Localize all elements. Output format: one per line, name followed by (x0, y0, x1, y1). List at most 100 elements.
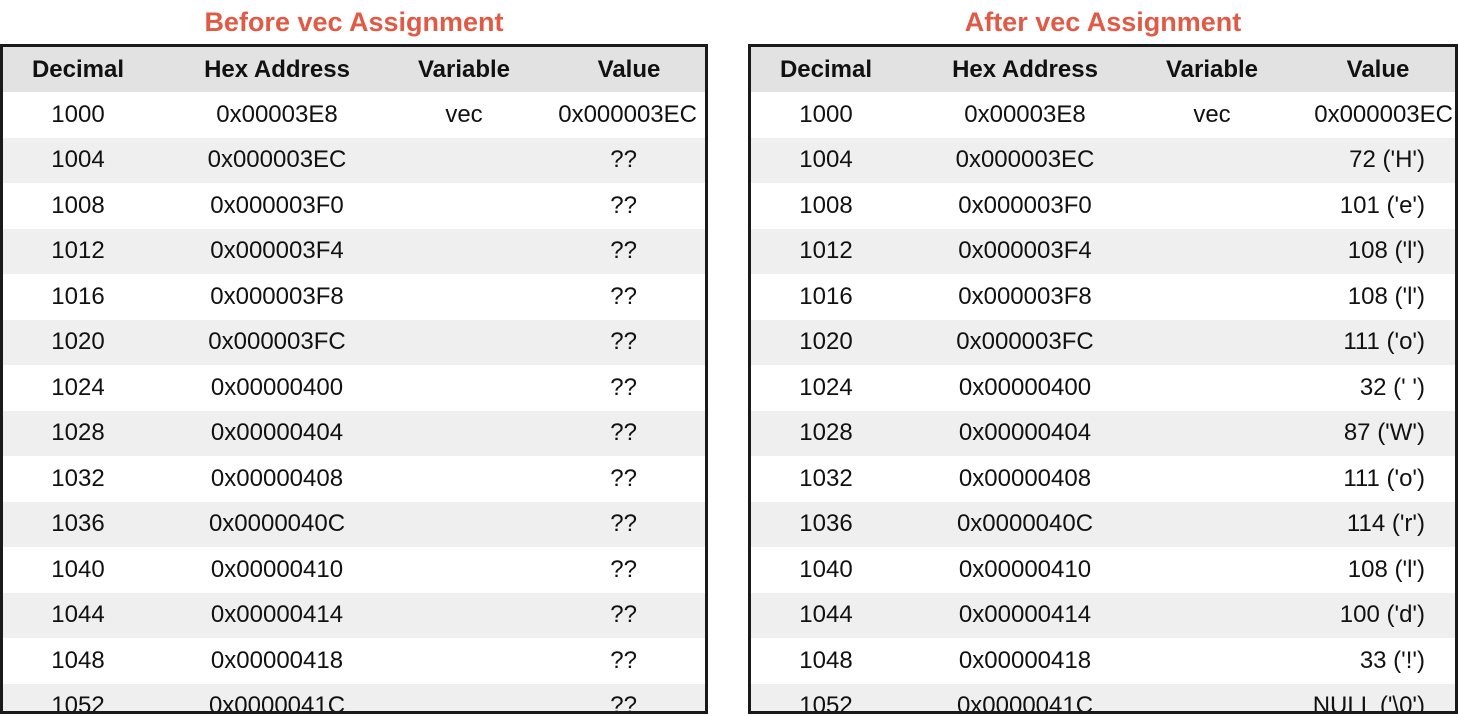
table-row: 1016 0x000003F8 108 ('l') (751, 274, 1455, 320)
hex-address-cell: 0x000003EC (207, 146, 347, 174)
table-header-row: Decimal Hex Address Variable Value (751, 47, 1455, 92)
hex-address-cell: 0x000003FC (208, 328, 346, 356)
hex-address-cell: 0x00000404 (210, 419, 344, 447)
value-cell: 87 ('W') (1343, 419, 1425, 447)
before-panel: Before vec Assignment Decimal Hex Address… (0, 0, 708, 714)
value-cell: ?? (610, 555, 637, 583)
table-row: 1020 0x000003FC?? (3, 319, 705, 365)
variable-cell: vec (445, 100, 483, 128)
hex-address-cell: 0x0000040C (208, 510, 346, 538)
value-cell: ?? (610, 646, 637, 674)
after-memory-table: Decimal Hex Address Variable Value 1000 0x000… (748, 44, 1458, 714)
decimal-cell: 1024 (799, 373, 853, 401)
value-cell: 108 ('l') (1347, 237, 1425, 265)
value-cell: 101 ('e') (1339, 191, 1425, 219)
table-row: 1036 0x0000040C?? (3, 501, 705, 547)
hex-address-cell: 0x0000041C (956, 692, 1094, 714)
decimal-cell: 1024 (51, 373, 105, 401)
decimal-cell: 1028 (51, 419, 105, 447)
decimal-cell: 1032 (799, 464, 853, 492)
value-cell: 108 ('l') (1347, 555, 1425, 583)
column-header: Value (597, 55, 661, 83)
hex-address-cell: 0x00000410 (210, 555, 344, 583)
hex-address-cell: 0x00000414 (210, 601, 344, 629)
after-panel: After vec Assignment Decimal Hex Address V… (748, 0, 1458, 714)
value-cell: 108 ('l') (1347, 282, 1425, 310)
value-cell: 33 ('!') (1359, 646, 1425, 674)
table-row: 1016 0x000003F8?? (3, 274, 705, 320)
table-row: 1044 0x00000414?? (3, 592, 705, 638)
value-cell: ?? (610, 282, 637, 310)
table-row: 1032 0x00000408?? (3, 456, 705, 502)
hex-address-cell: 0x0000041C (208, 692, 346, 714)
hex-address-cell: 0x00000410 (958, 555, 1092, 583)
hex-address-cell: 0x000003EC (955, 146, 1095, 174)
table-row: 1000 0x00003E8 vec 0x000003EC (3, 92, 705, 138)
hex-address-cell: 0x00000400 (958, 373, 1092, 401)
table-row: 1008 0x000003F0?? (3, 183, 705, 229)
hex-address-cell: 0x00000404 (958, 419, 1092, 447)
decimal-cell: 1044 (51, 601, 105, 629)
decimal-cell: 1004 (799, 146, 853, 174)
column-header: Hex Address (204, 55, 350, 83)
table-row: 1028 0x00000404?? (3, 410, 705, 456)
value-cell: 32 (' ') (1359, 373, 1425, 401)
table-row: 1040 0x00000410 108 ('l') (751, 547, 1455, 593)
hex-address-cell: 0x00000418 (210, 646, 344, 674)
decimal-cell: 1052 (799, 692, 853, 714)
value-cell: ?? (610, 146, 637, 174)
hex-address-cell: 0x000003F8 (958, 282, 1092, 310)
value-cell: ?? (610, 237, 637, 265)
table-row: 1040 0x00000410?? (3, 547, 705, 593)
table-row: 1044 0x00000414 100 ('d') (751, 592, 1455, 638)
value-cell: 72 ('H') (1349, 146, 1425, 174)
table-header-row: Decimal Hex Address Variable Value (3, 47, 705, 92)
value-cell: 111 ('o') (1343, 328, 1425, 356)
value-cell: ?? (610, 191, 637, 219)
before-title: Before vec Assignment (204, 7, 504, 37)
value-cell: ?? (610, 692, 637, 714)
value-cell: NULL ('\0') (1312, 692, 1425, 714)
decimal-cell: 1048 (799, 646, 853, 674)
decimal-cell: 1000 (799, 100, 853, 128)
value-cell: ?? (610, 328, 637, 356)
decimal-cell: 1036 (799, 510, 853, 538)
decimal-cell: 1032 (51, 464, 105, 492)
hex-address-cell: 0x00003E8 (964, 100, 1086, 128)
table-row: 1028 0x00000404 87 ('W') (751, 410, 1455, 456)
value-cell: 114 ('r') (1346, 510, 1425, 538)
table-row: 1048 0x00000418?? (3, 638, 705, 684)
value-cell: ?? (610, 510, 637, 538)
decimal-cell: 1004 (51, 146, 105, 174)
decimal-cell: 1016 (799, 282, 853, 310)
table-row: 1024 0x00000400?? (3, 365, 705, 411)
hex-address-cell: 0x000003F0 (210, 191, 344, 219)
decimal-cell: 1016 (51, 282, 105, 310)
value-cell: ?? (610, 419, 637, 447)
value-cell: ?? (610, 601, 637, 629)
column-header: Variable (1165, 55, 1259, 83)
decimal-cell: 1012 (799, 237, 853, 265)
decimal-cell: 1000 (51, 100, 105, 128)
value-cell: 0x000003EC (558, 100, 697, 128)
decimal-cell: 1020 (799, 328, 853, 356)
decimal-cell: 1052 (51, 692, 105, 714)
hex-address-cell: 0x00003E8 (216, 100, 338, 128)
hex-address-cell: 0x00000400 (210, 373, 344, 401)
hex-address-cell: 0x000003F4 (210, 237, 344, 265)
value-cell: 0x000003EC (1314, 100, 1453, 128)
column-header: Decimal (31, 55, 125, 83)
hex-address-cell: 0x0000040C (956, 510, 1094, 538)
decimal-cell: 1008 (799, 191, 853, 219)
value-cell: ?? (610, 373, 637, 401)
hex-address-cell: 0x000003FC (956, 328, 1094, 356)
table-row: 1000 0x00003E8 vec 0x000003EC (751, 92, 1455, 138)
variable-cell: vec (1193, 100, 1231, 128)
value-cell: 111 ('o') (1343, 464, 1425, 492)
decimal-cell: 1044 (799, 601, 853, 629)
value-cell: ?? (610, 464, 637, 492)
table-row: 1004 0x000003EC 72 ('H') (751, 137, 1455, 183)
decimal-cell: 1036 (51, 510, 105, 538)
decimal-cell: 1020 (51, 328, 105, 356)
table-row: 1008 0x000003F0 101 ('e') (751, 183, 1455, 229)
